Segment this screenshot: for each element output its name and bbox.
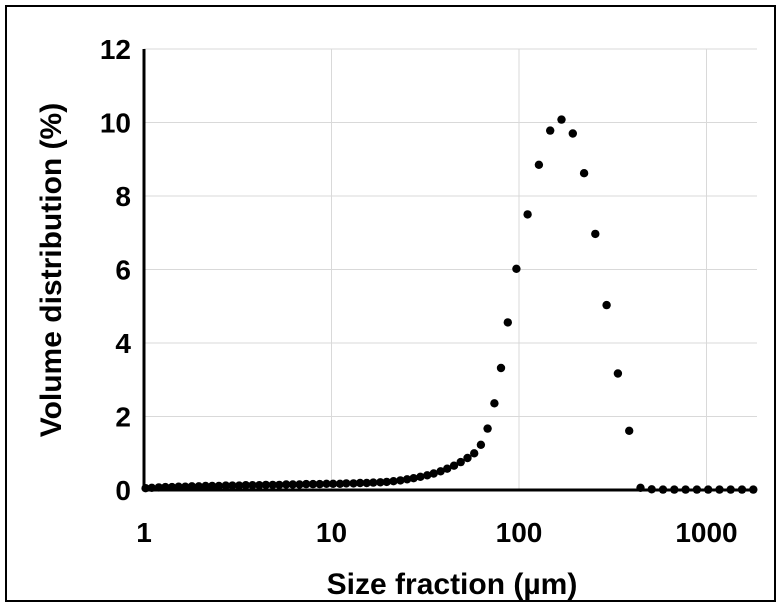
data-point bbox=[362, 478, 371, 488]
data-point bbox=[423, 471, 432, 480]
y-tick-label: 8 bbox=[115, 181, 131, 212]
data-point bbox=[523, 210, 532, 219]
data-point bbox=[749, 485, 758, 494]
data-point bbox=[322, 479, 331, 488]
data-point bbox=[282, 480, 291, 489]
data-point bbox=[295, 480, 304, 489]
data-point bbox=[342, 479, 351, 488]
data-point bbox=[349, 479, 358, 488]
data-point bbox=[490, 399, 499, 408]
x-tick-label: 1000 bbox=[675, 517, 737, 548]
data-point bbox=[470, 449, 479, 458]
data-point bbox=[416, 472, 425, 481]
x-tick-labels: 1 10 100 1000 bbox=[136, 517, 737, 548]
data-point bbox=[456, 457, 465, 467]
data-point bbox=[396, 476, 405, 485]
data-point bbox=[369, 478, 378, 487]
data-point bbox=[248, 481, 257, 490]
data-point bbox=[579, 169, 589, 178]
data-point bbox=[167, 482, 177, 492]
data-point bbox=[658, 485, 668, 494]
data-point bbox=[194, 482, 203, 491]
data-point bbox=[376, 478, 385, 487]
data-point bbox=[546, 126, 555, 135]
data-point bbox=[268, 480, 277, 490]
gridlines bbox=[144, 48, 757, 490]
data-point bbox=[154, 483, 163, 492]
data-point bbox=[449, 461, 459, 470]
data-point bbox=[534, 160, 544, 169]
data-point bbox=[409, 474, 418, 483]
data-point bbox=[670, 485, 679, 494]
y-tick-label: 12 bbox=[100, 34, 131, 65]
data-point bbox=[483, 424, 492, 433]
data-point bbox=[187, 482, 197, 491]
data-point bbox=[681, 485, 690, 494]
data-point bbox=[174, 482, 183, 491]
data-point bbox=[308, 479, 318, 489]
data-points bbox=[141, 115, 758, 494]
y-tick-label: 2 bbox=[115, 402, 131, 433]
data-point bbox=[302, 479, 311, 489]
data-point bbox=[275, 480, 284, 490]
data-point bbox=[496, 363, 506, 373]
data-point bbox=[429, 469, 438, 478]
data-point bbox=[255, 481, 264, 490]
data-point bbox=[221, 481, 230, 490]
data-point bbox=[557, 115, 566, 124]
data-point bbox=[636, 483, 645, 492]
data-point bbox=[602, 300, 611, 310]
data-point bbox=[402, 475, 412, 484]
data-point bbox=[235, 481, 244, 490]
data-point bbox=[382, 477, 391, 487]
data-point bbox=[335, 479, 345, 488]
data-point bbox=[591, 229, 600, 239]
chart-frame: 0 2 4 6 8 10 12 1 10 100 1000 Size fraction (µm) … bbox=[5, 5, 776, 602]
y-tick-label: 4 bbox=[115, 328, 131, 359]
data-point bbox=[208, 481, 217, 491]
x-tick-label: 100 bbox=[496, 517, 543, 548]
y-tick-label: 6 bbox=[115, 255, 131, 286]
data-point bbox=[315, 479, 324, 489]
data-point bbox=[214, 481, 224, 491]
data-point bbox=[568, 129, 577, 138]
data-point bbox=[228, 481, 237, 490]
data-point bbox=[241, 481, 250, 490]
data-point bbox=[261, 480, 271, 490]
data-point bbox=[737, 485, 747, 494]
data-point bbox=[647, 485, 656, 494]
x-axis-title: Size fraction (µm) bbox=[327, 568, 578, 600]
x-tick-label: 1 bbox=[136, 517, 152, 548]
data-point bbox=[181, 482, 190, 491]
data-point bbox=[389, 477, 398, 486]
data-point bbox=[355, 478, 365, 488]
data-point bbox=[443, 464, 452, 473]
data-point bbox=[161, 482, 170, 492]
data-point bbox=[503, 318, 512, 327]
x-tick-label: 10 bbox=[316, 517, 347, 548]
data-point bbox=[328, 479, 338, 488]
data-point bbox=[141, 484, 150, 493]
data-point bbox=[625, 426, 634, 435]
data-point bbox=[436, 467, 445, 476]
data-point bbox=[512, 264, 521, 273]
data-point bbox=[463, 453, 472, 463]
data-point bbox=[715, 485, 724, 494]
data-point bbox=[476, 440, 486, 449]
data-point bbox=[726, 485, 735, 494]
data-point bbox=[288, 480, 297, 489]
y-tick-label: 10 bbox=[100, 108, 131, 139]
data-point bbox=[692, 485, 702, 494]
y-tick-label: 0 bbox=[115, 475, 131, 506]
data-point bbox=[201, 481, 210, 491]
data-point bbox=[613, 369, 623, 378]
y-tick-labels: 0 2 4 6 8 10 12 bbox=[100, 34, 132, 506]
data-point bbox=[147, 483, 156, 492]
y-axis-title: Volume distribution (%) bbox=[35, 103, 68, 437]
data-point bbox=[704, 485, 713, 494]
